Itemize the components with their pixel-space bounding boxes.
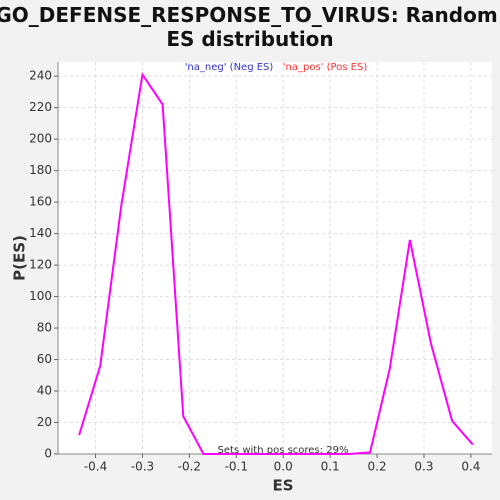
- annotation: Sets with pos scores: 29%: [218, 445, 349, 456]
- y-tick-label: 180: [29, 163, 52, 177]
- x-tick-label: -0.3: [131, 460, 154, 474]
- x-axis-label: ES: [272, 477, 293, 495]
- y-tick-label: 200: [29, 132, 52, 146]
- y-tick-label: 20: [37, 415, 52, 429]
- x-tick-label: -0.2: [178, 460, 201, 474]
- x-tick-label: -0.4: [84, 460, 107, 474]
- y-tick-label: 160: [29, 195, 52, 209]
- x-tick-label: 0.4: [461, 460, 480, 474]
- plot-area: [58, 62, 492, 454]
- y-tick-label: 80: [37, 321, 52, 335]
- x-tick-label: 0.0: [274, 460, 293, 474]
- y-tick-label: 240: [29, 69, 52, 83]
- legend-entry: 'na_neg' (Neg ES): [185, 62, 274, 73]
- chart-title: GO_DEFENSE_RESPONSE_TO_VIRUS: Random ES …: [0, 3, 500, 51]
- title-line: ES distribution: [166, 27, 333, 51]
- title-line: GO_DEFENSE_RESPONSE_TO_VIRUS: Random: [0, 3, 498, 27]
- x-tick-label: 0.2: [368, 460, 387, 474]
- y-tick-label: 40: [37, 384, 52, 398]
- y-tick-label: 140: [29, 226, 52, 240]
- legend-entry: 'na_pos' (Pos ES): [283, 62, 368, 73]
- x-tick-label: 0.1: [321, 460, 340, 474]
- y-tick-label: 60: [37, 352, 52, 366]
- y-axis-label: P(ES): [11, 235, 29, 281]
- y-tick-label: 100: [29, 289, 52, 303]
- y-tick-label: 0: [44, 447, 52, 461]
- data-line: [78, 71, 474, 455]
- x-tick-label: -0.1: [225, 460, 248, 474]
- x-tick-label: 0.3: [414, 460, 433, 474]
- y-tick-label: 120: [29, 258, 52, 272]
- y-tick-label: 220: [29, 100, 52, 114]
